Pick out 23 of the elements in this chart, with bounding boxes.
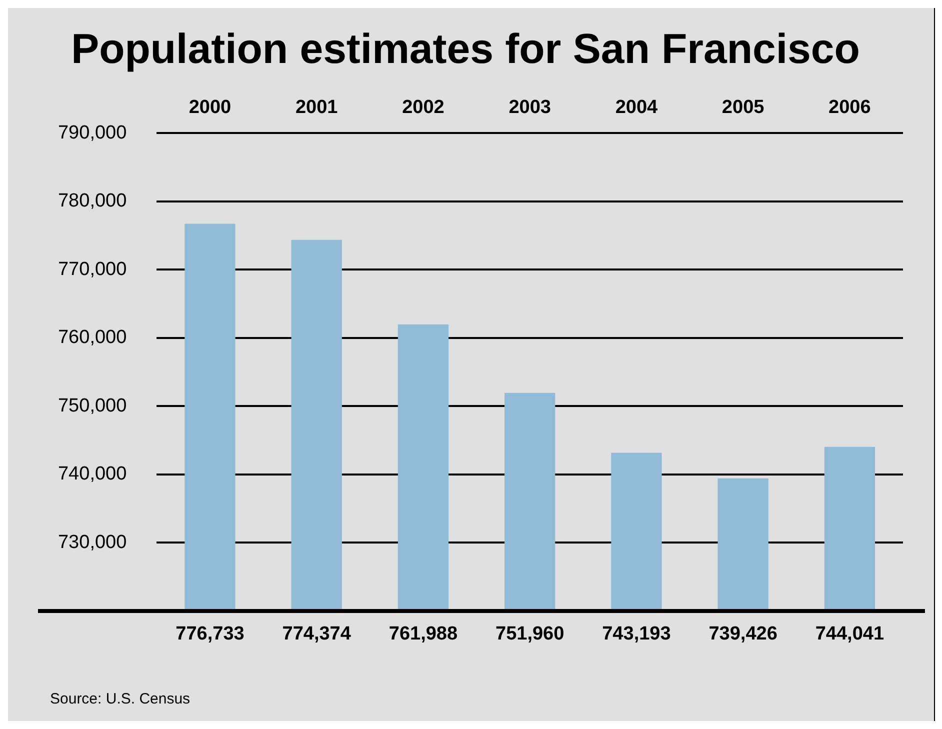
x-tick-label: 2006 [828, 97, 871, 118]
data-label: 751,960 [495, 624, 564, 645]
x-tick-label: 2001 [295, 97, 338, 118]
x-tick-label: 2003 [508, 97, 551, 118]
data-label: 776,733 [176, 624, 244, 645]
source-note: Source: U.S. Census [50, 690, 190, 708]
data-label: 744,041 [815, 624, 884, 645]
x-tick-label: 2005 [722, 97, 765, 118]
y-tick-label: 740,000 [58, 464, 127, 485]
y-tick-label: 780,000 [58, 190, 127, 212]
data-label: 774,374 [282, 624, 352, 645]
x-tick-label: 2004 [615, 97, 658, 118]
data-label: 739,426 [708, 624, 778, 645]
data-label: 761,988 [388, 624, 458, 645]
x-tick-label: 2002 [402, 97, 444, 118]
y-tick-label: 730,000 [58, 532, 127, 553]
chart-title: Population estimates for San Francisco [71, 24, 860, 72]
y-tick-label: 790,000 [58, 122, 127, 144]
y-tick-label: 770,000 [58, 258, 127, 280]
x-tick-label: 2000 [188, 97, 232, 118]
data-label: 743,193 [602, 624, 671, 645]
y-tick-label: 760,000 [58, 327, 127, 348]
y-tick-label: 750,000 [58, 395, 127, 416]
